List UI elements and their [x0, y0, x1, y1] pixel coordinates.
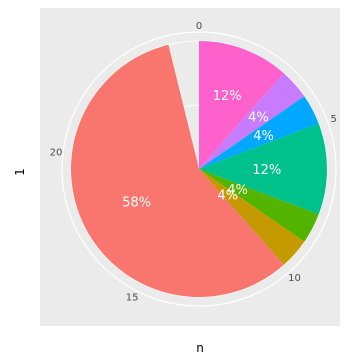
slice-percent-label: 58%: [122, 196, 151, 211]
slice-percent-label: 4%: [227, 183, 248, 198]
pie-slice: [71, 44, 284, 297]
slice-percent-label: 12%: [213, 89, 242, 104]
y-axis-title: 1: [13, 168, 27, 176]
slice-labels: 12%4%4%12%4%4%58%: [122, 89, 281, 211]
grid-circle: [61, 31, 337, 307]
pie-slice: [199, 123, 327, 215]
angle-tick-label: 10: [288, 273, 301, 284]
angle-tick-label: 5: [330, 114, 336, 125]
pie-slices: [71, 41, 327, 297]
pie-slice: [199, 169, 319, 242]
slice-percent-label: 4%: [253, 129, 274, 144]
slice-percent-label: 4%: [248, 110, 269, 125]
pie-slice: [199, 169, 305, 265]
pie-slice: [199, 96, 319, 169]
angle-ticks: 0 5 10 15 20: [50, 21, 337, 304]
pie-slice: [199, 41, 284, 169]
angle-tick-label: 20: [50, 148, 63, 159]
slice-percent-label: 12%: [252, 163, 281, 178]
angle-tick-label: 0: [196, 21, 202, 32]
slice-percent-label: 4%: [217, 188, 238, 203]
x-axis-title: n: [196, 341, 204, 355]
angle-tick-label: 15: [126, 293, 139, 304]
pie-slice: [199, 73, 305, 169]
